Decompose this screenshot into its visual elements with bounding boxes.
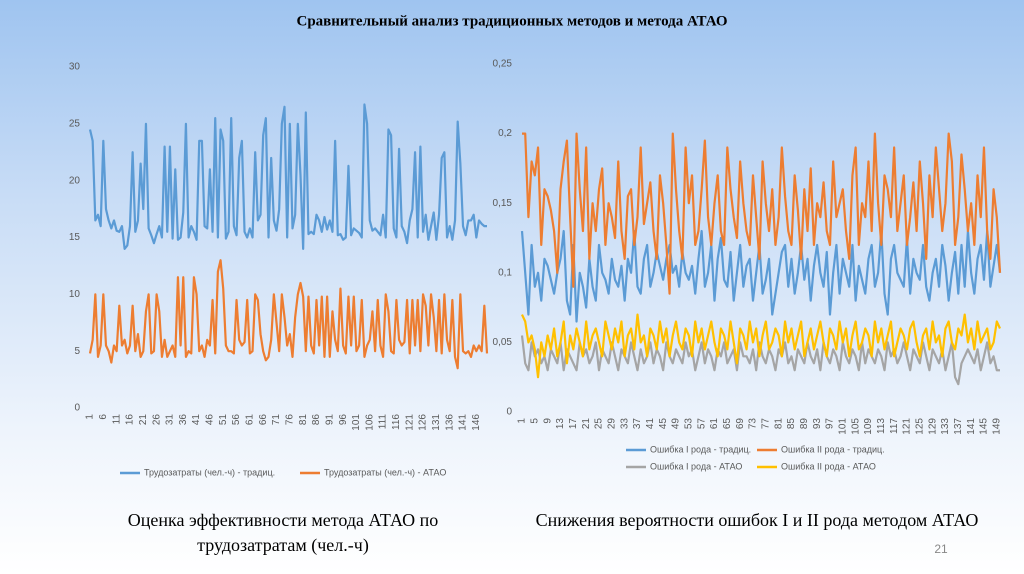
x-tick-label: 146 [471,414,482,431]
x-tick-label: 25 [594,418,605,430]
y-tick-label: 0,25 [493,59,513,70]
x-tick-label: 91 [324,414,335,426]
x-tick-label: 85 [786,418,797,430]
x-tick-label: 11 [111,414,122,425]
x-tick-label: 66 [258,414,269,426]
y-tick-label: 0,2 [498,128,512,139]
x-tick-label: 77 [760,418,771,430]
series-line [520,229,1002,323]
legend-label: Ошибка II рода - традиц. [781,444,885,454]
x-tick-label: 89 [799,418,810,430]
x-tick-label: 136 [444,414,455,431]
x-tick-label: 101 [837,418,848,435]
x-tick-label: 101 [351,414,362,431]
x-tick-label: 46 [205,414,216,426]
slide-title: Сравнительный анализ традиционных методо… [297,13,728,29]
y-tick-label: 0,1 [498,267,512,278]
x-tick-label: 31 [165,414,176,426]
x-tick-label: 97 [825,418,836,430]
x-tick-label: 71 [271,414,282,426]
x-tick-label: 76 [284,414,295,426]
x-tick-label: 21 [581,418,592,430]
x-tick-label: 33 [619,418,630,430]
x-tick-label: 5 [529,418,540,424]
x-tick-label: 129 [927,418,938,435]
x-tick-label: 26 [151,414,162,426]
page-number: 21 [934,542,948,556]
legend-label: Трудозатраты (чел.-ч) - АТАО [324,467,446,477]
legend-label: Трудозатраты (чел.-ч) - традиц. [144,467,275,477]
x-tick-label: 29 [606,418,617,430]
x-tick-label: 17 [568,418,579,430]
x-tick-label: 49 [671,418,682,430]
legend-label: Ошибка I рода - АТАО [650,461,742,471]
x-tick-label: 81 [773,418,784,430]
x-tick-label: 121 [404,414,415,431]
x-tick-label: 9 [542,418,553,424]
x-tick-label: 36 [178,414,189,426]
x-tick-label: 41 [645,418,656,430]
caption: Оценка эффективности метода АТАО по труд… [127,510,439,555]
x-tick-label: 116 [391,414,402,430]
x-tick-label: 57 [696,418,707,430]
legend-label: Ошибка II рода - АТАО [781,461,876,471]
x-tick-label: 41 [191,414,202,426]
x-tick-label: 37 [632,418,643,430]
x-tick-label: 65 [722,418,733,430]
x-tick-label: 61 [245,414,256,426]
x-tick-label: 121 [902,418,913,435]
y-tick-label: 0 [74,403,80,414]
x-tick-label: 111 [378,414,389,430]
x-tick-label: 73 [748,418,759,430]
x-tick-label: 93 [812,418,823,430]
series-line [522,132,1002,295]
x-tick-label: 105 [850,418,861,435]
x-tick-label: 16 [125,414,136,426]
x-tick-label: 96 [338,414,349,426]
x-tick-label: 137 [953,418,964,435]
x-tick-label: 1 [517,418,528,424]
x-tick-label: 61 [709,418,720,430]
y-tick-label: 5 [74,346,80,357]
x-tick-label: 53 [683,418,694,430]
x-tick-label: 109 [863,418,874,435]
y-tick-label: 10 [69,289,81,300]
x-tick-label: 106 [364,414,375,431]
x-tick-label: 21 [138,414,149,426]
x-tick-label: 113 [876,418,887,434]
x-tick-label: 131 [431,414,442,431]
x-tick-label: 13 [555,418,566,430]
x-tick-label: 86 [311,414,322,426]
x-tick-label: 56 [231,414,242,426]
caption: Снижения вероятности ошибок I и II рода … [535,510,979,530]
y-tick-label: 0,15 [493,198,513,209]
series-line [88,259,489,370]
x-tick-label: 117 [889,418,900,434]
x-tick-label: 69 [735,418,746,430]
x-tick-label: 51 [218,414,229,426]
x-tick-label: 6 [98,414,109,420]
y-tick-label: 15 [69,232,81,243]
x-tick-label: 81 [298,414,309,426]
x-tick-label: 141 [458,414,469,431]
x-tick-label: 125 [914,418,925,435]
y-tick-label: 20 [69,175,81,186]
x-tick-label: 149 [991,418,1002,435]
y-tick-label: 25 [69,118,81,129]
x-tick-label: 126 [418,414,429,431]
x-tick-label: 145 [979,418,990,435]
y-tick-label: 0,05 [493,337,513,348]
x-tick-label: 133 [940,418,951,435]
legend-label: Ошибка I рода - традиц. [650,444,751,454]
x-tick-label: 1 [85,414,96,420]
series-line [88,103,487,250]
y-tick-label: 30 [69,62,81,73]
x-tick-label: 45 [658,418,669,430]
series-line [521,313,1001,379]
y-tick-label: 0 [506,407,512,418]
x-tick-label: 141 [966,418,977,435]
